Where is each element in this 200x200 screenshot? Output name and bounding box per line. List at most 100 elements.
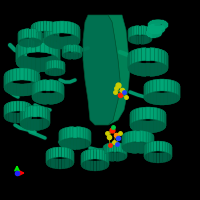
Polygon shape xyxy=(56,52,58,68)
Polygon shape xyxy=(145,143,147,155)
Polygon shape xyxy=(157,141,159,151)
Polygon shape xyxy=(22,112,25,123)
Polygon shape xyxy=(159,141,162,151)
Polygon shape xyxy=(136,131,140,142)
Polygon shape xyxy=(53,21,56,34)
Polygon shape xyxy=(84,151,86,161)
Polygon shape xyxy=(41,33,44,43)
Polygon shape xyxy=(164,79,168,91)
Polygon shape xyxy=(60,21,64,33)
Polygon shape xyxy=(73,151,74,162)
Polygon shape xyxy=(64,137,67,149)
Polygon shape xyxy=(64,62,65,71)
Polygon shape xyxy=(161,60,164,74)
Polygon shape xyxy=(177,89,178,102)
Polygon shape xyxy=(59,159,61,169)
Polygon shape xyxy=(63,84,64,96)
Polygon shape xyxy=(159,141,162,151)
Polygon shape xyxy=(80,138,83,149)
Polygon shape xyxy=(63,88,64,100)
Polygon shape xyxy=(114,152,116,161)
Polygon shape xyxy=(56,42,58,58)
Polygon shape xyxy=(28,106,30,117)
Polygon shape xyxy=(111,143,114,152)
Polygon shape xyxy=(25,106,28,118)
Polygon shape xyxy=(30,106,33,117)
Polygon shape xyxy=(168,79,171,92)
Polygon shape xyxy=(47,149,49,161)
Polygon shape xyxy=(46,80,50,91)
Polygon shape xyxy=(111,152,114,161)
Polygon shape xyxy=(71,155,73,167)
Polygon shape xyxy=(83,127,86,139)
Polygon shape xyxy=(174,90,177,103)
Polygon shape xyxy=(38,32,41,43)
Polygon shape xyxy=(78,26,80,39)
Polygon shape xyxy=(128,52,130,67)
Polygon shape xyxy=(16,84,20,96)
Polygon shape xyxy=(41,31,42,41)
Polygon shape xyxy=(40,38,45,52)
Polygon shape xyxy=(49,149,51,159)
Polygon shape xyxy=(59,134,60,146)
Polygon shape xyxy=(162,141,165,152)
Polygon shape xyxy=(41,35,42,45)
Polygon shape xyxy=(58,67,60,76)
Polygon shape xyxy=(171,80,174,93)
Polygon shape xyxy=(166,52,168,67)
Polygon shape xyxy=(63,88,64,100)
Polygon shape xyxy=(150,63,154,76)
Polygon shape xyxy=(132,60,135,74)
Polygon shape xyxy=(154,141,157,151)
Polygon shape xyxy=(40,93,43,104)
Polygon shape xyxy=(21,115,23,128)
Polygon shape xyxy=(162,141,165,152)
Polygon shape xyxy=(153,134,154,146)
Polygon shape xyxy=(133,118,136,131)
Polygon shape xyxy=(70,138,73,149)
Polygon shape xyxy=(32,23,34,35)
Polygon shape xyxy=(24,68,28,80)
Polygon shape xyxy=(34,23,36,33)
Polygon shape xyxy=(41,21,44,31)
Polygon shape xyxy=(10,69,13,82)
Polygon shape xyxy=(160,118,163,131)
Polygon shape xyxy=(163,117,164,130)
Polygon shape xyxy=(74,23,77,36)
Polygon shape xyxy=(49,55,53,71)
Polygon shape xyxy=(126,145,127,155)
Polygon shape xyxy=(119,143,121,152)
Polygon shape xyxy=(144,87,146,101)
Polygon shape xyxy=(23,55,27,71)
Polygon shape xyxy=(127,141,130,153)
Polygon shape xyxy=(74,34,77,47)
Polygon shape xyxy=(47,23,50,36)
Polygon shape xyxy=(37,71,38,85)
Polygon shape xyxy=(130,111,132,125)
Polygon shape xyxy=(22,29,24,39)
Polygon shape xyxy=(153,92,156,105)
Polygon shape xyxy=(135,61,138,75)
Polygon shape xyxy=(58,60,60,69)
Polygon shape xyxy=(59,147,61,157)
Polygon shape xyxy=(31,38,36,52)
Polygon shape xyxy=(111,143,114,152)
Polygon shape xyxy=(36,22,38,33)
Polygon shape xyxy=(103,149,104,159)
Polygon shape xyxy=(61,147,64,157)
Polygon shape xyxy=(139,107,142,120)
Polygon shape xyxy=(136,26,139,35)
Polygon shape xyxy=(56,23,58,35)
Polygon shape xyxy=(151,133,153,145)
Polygon shape xyxy=(159,153,162,163)
Polygon shape xyxy=(154,62,158,76)
Polygon shape xyxy=(38,21,41,32)
Polygon shape xyxy=(27,38,31,53)
Polygon shape xyxy=(125,132,127,144)
Polygon shape xyxy=(90,130,91,142)
Polygon shape xyxy=(40,36,41,45)
Polygon shape xyxy=(146,121,150,133)
Polygon shape xyxy=(45,107,47,119)
Polygon shape xyxy=(49,39,53,55)
Polygon shape xyxy=(83,127,86,139)
